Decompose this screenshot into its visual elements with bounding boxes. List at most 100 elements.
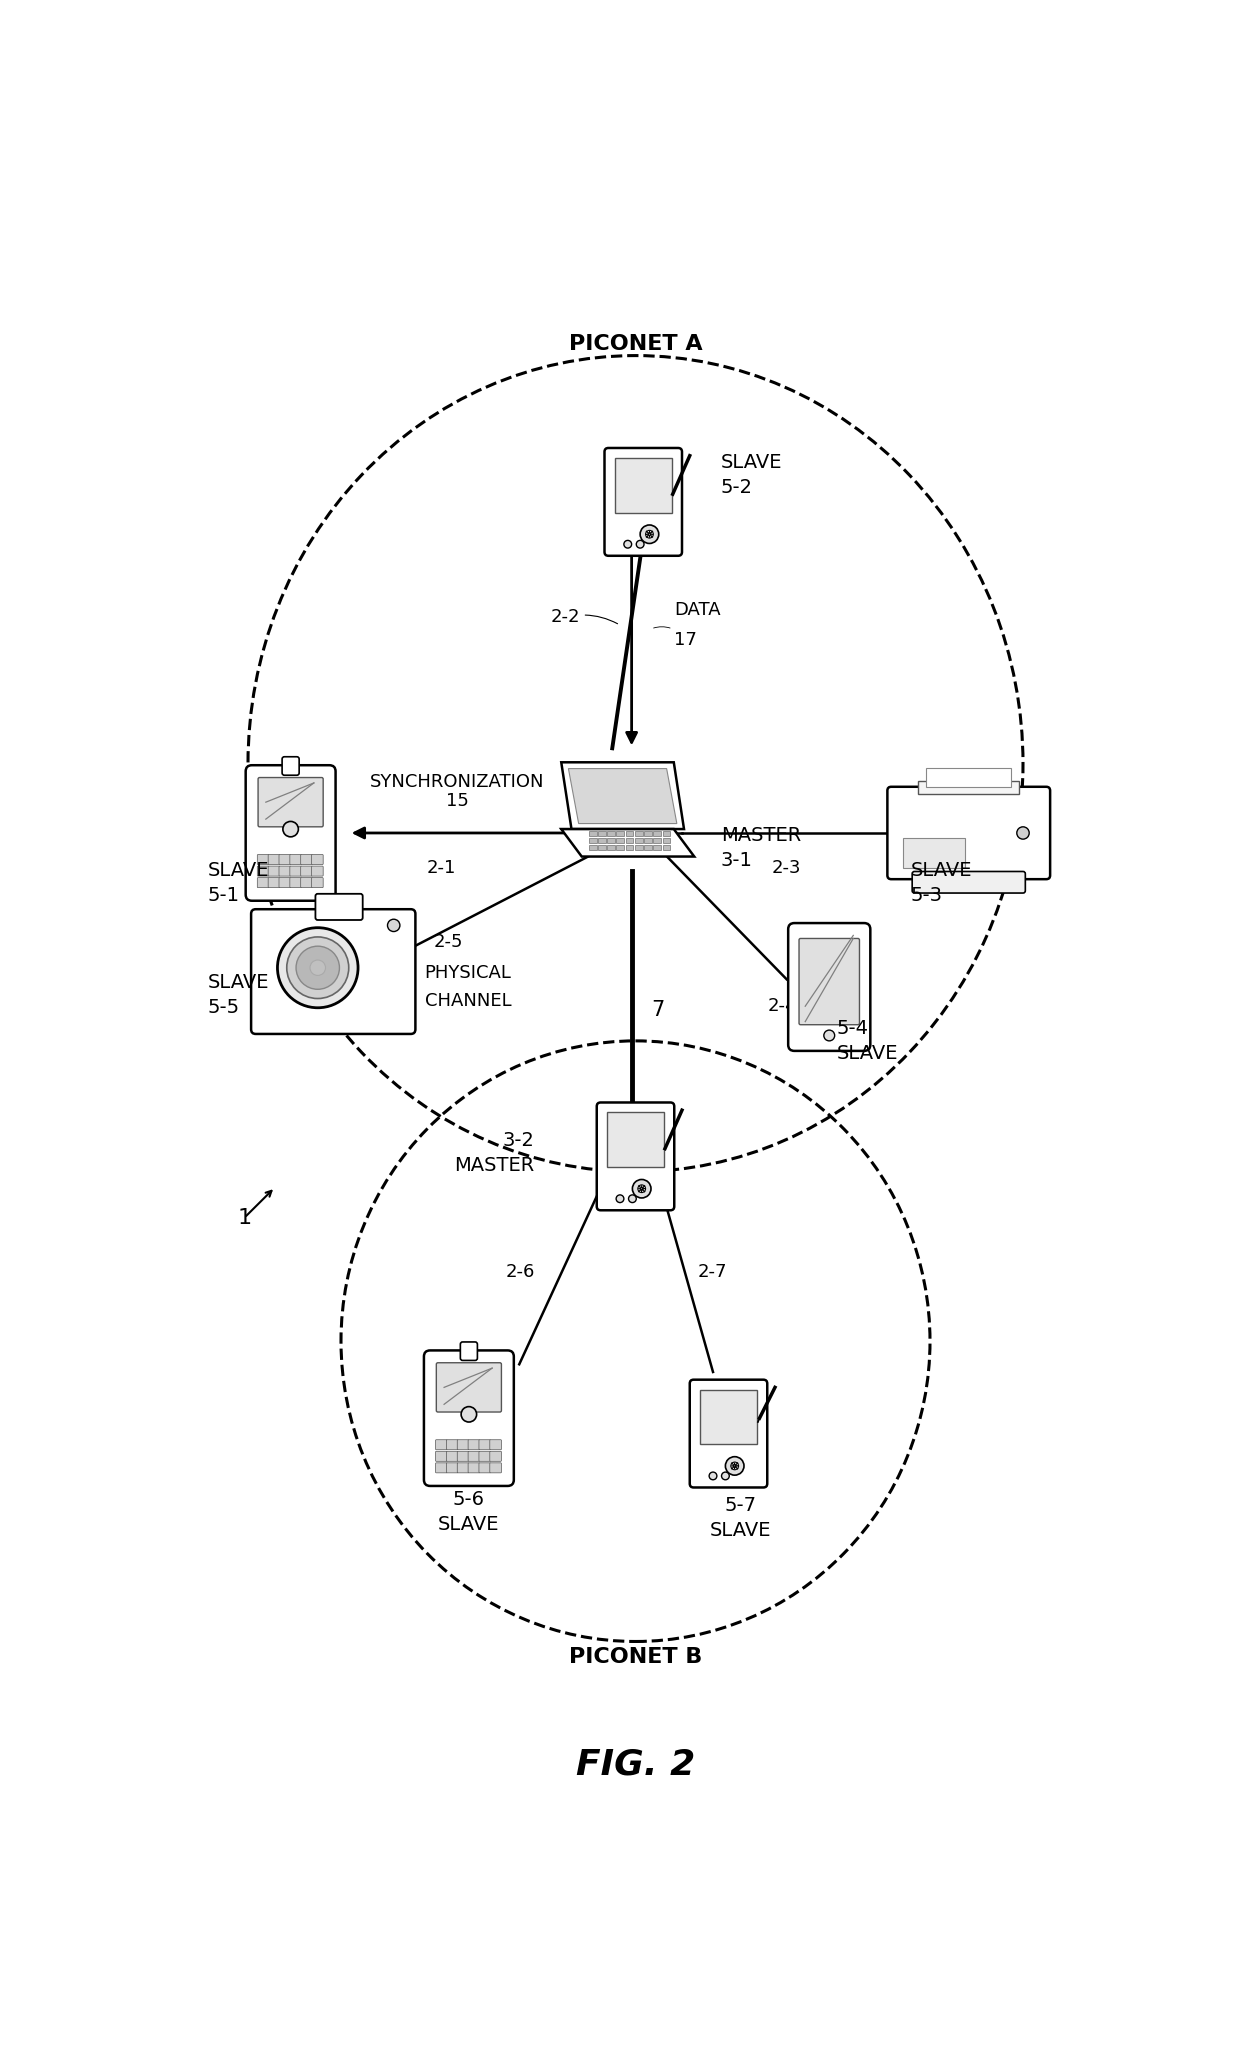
Bar — [608, 837, 615, 843]
Bar — [626, 831, 634, 835]
Bar — [598, 837, 606, 843]
Circle shape — [278, 928, 358, 1008]
FancyBboxPatch shape — [446, 1441, 458, 1451]
FancyBboxPatch shape — [311, 866, 324, 876]
Bar — [653, 837, 661, 843]
Text: 2-5: 2-5 — [434, 934, 464, 952]
Text: 2-6: 2-6 — [506, 1262, 534, 1280]
Text: SYNCHRONIZATION: SYNCHRONIZATION — [370, 774, 544, 790]
Bar — [589, 831, 596, 835]
Circle shape — [636, 540, 644, 548]
Text: 5-4
SLAVE: 5-4 SLAVE — [837, 1020, 899, 1063]
FancyBboxPatch shape — [789, 923, 870, 1051]
FancyBboxPatch shape — [268, 854, 280, 864]
FancyBboxPatch shape — [689, 1379, 768, 1488]
Bar — [615, 458, 672, 513]
Bar — [626, 845, 634, 850]
Bar — [616, 845, 624, 850]
Text: 1: 1 — [237, 1209, 252, 1227]
Circle shape — [296, 946, 340, 989]
FancyBboxPatch shape — [290, 866, 301, 876]
Bar — [662, 837, 670, 843]
FancyBboxPatch shape — [469, 1463, 480, 1473]
Bar — [589, 837, 596, 843]
FancyBboxPatch shape — [596, 1102, 675, 1211]
Circle shape — [629, 1194, 636, 1202]
FancyBboxPatch shape — [460, 1342, 477, 1360]
FancyBboxPatch shape — [311, 878, 324, 889]
Polygon shape — [568, 770, 677, 823]
Text: SLAVE
5-3: SLAVE 5-3 — [910, 862, 972, 905]
FancyBboxPatch shape — [258, 866, 269, 876]
Text: SLAVE
5-2: SLAVE 5-2 — [720, 453, 782, 497]
Circle shape — [640, 525, 658, 544]
FancyBboxPatch shape — [490, 1441, 501, 1451]
FancyBboxPatch shape — [290, 878, 301, 889]
FancyBboxPatch shape — [435, 1451, 448, 1461]
FancyBboxPatch shape — [469, 1441, 480, 1451]
FancyBboxPatch shape — [913, 872, 1025, 893]
Bar — [903, 839, 965, 868]
Text: SLAVE
5-5: SLAVE 5-5 — [207, 973, 269, 1016]
FancyBboxPatch shape — [301, 866, 312, 876]
FancyBboxPatch shape — [290, 854, 301, 864]
Circle shape — [730, 1463, 739, 1469]
Bar — [635, 845, 642, 850]
FancyBboxPatch shape — [888, 786, 1050, 878]
Text: 3-2
MASTER: 3-2 MASTER — [455, 1131, 534, 1174]
FancyBboxPatch shape — [479, 1441, 491, 1451]
Circle shape — [823, 1030, 835, 1040]
Text: CHANNEL: CHANNEL — [424, 991, 511, 1010]
Circle shape — [646, 529, 653, 538]
Text: PICONET A: PICONET A — [569, 334, 702, 355]
FancyBboxPatch shape — [279, 854, 290, 864]
Bar — [653, 831, 661, 835]
FancyBboxPatch shape — [268, 878, 280, 889]
Circle shape — [388, 919, 399, 932]
Circle shape — [722, 1471, 729, 1479]
Bar — [616, 831, 624, 835]
FancyBboxPatch shape — [490, 1451, 501, 1461]
Bar — [926, 767, 1012, 786]
FancyBboxPatch shape — [605, 447, 682, 556]
FancyBboxPatch shape — [279, 878, 290, 889]
FancyBboxPatch shape — [315, 895, 363, 919]
Circle shape — [1017, 827, 1029, 839]
Circle shape — [725, 1457, 744, 1475]
Bar — [699, 1389, 758, 1445]
Circle shape — [709, 1471, 717, 1479]
Polygon shape — [562, 829, 694, 856]
Bar — [616, 837, 624, 843]
FancyBboxPatch shape — [258, 854, 269, 864]
FancyBboxPatch shape — [446, 1451, 458, 1461]
Text: FIG. 2: FIG. 2 — [575, 1748, 696, 1781]
Bar — [644, 837, 652, 843]
Bar — [608, 845, 615, 850]
Bar — [589, 845, 596, 850]
FancyBboxPatch shape — [458, 1441, 469, 1451]
Text: 5-7
SLAVE: 5-7 SLAVE — [709, 1496, 771, 1541]
Circle shape — [637, 1184, 646, 1192]
FancyBboxPatch shape — [446, 1463, 458, 1473]
FancyBboxPatch shape — [268, 866, 280, 876]
Circle shape — [310, 960, 325, 975]
Text: 2-7: 2-7 — [697, 1262, 727, 1280]
Text: 2-4: 2-4 — [768, 997, 797, 1016]
Circle shape — [283, 821, 299, 837]
FancyBboxPatch shape — [283, 757, 299, 776]
Text: 7: 7 — [651, 999, 665, 1020]
Text: 5-6
SLAVE: 5-6 SLAVE — [438, 1490, 500, 1535]
Bar — [644, 845, 652, 850]
Text: PICONET B: PICONET B — [569, 1648, 702, 1666]
FancyBboxPatch shape — [469, 1451, 480, 1461]
FancyBboxPatch shape — [258, 878, 269, 889]
Text: 17: 17 — [675, 632, 697, 650]
FancyBboxPatch shape — [250, 909, 415, 1034]
Text: 2-2: 2-2 — [551, 607, 618, 626]
FancyBboxPatch shape — [424, 1350, 513, 1486]
Bar — [626, 837, 634, 843]
FancyBboxPatch shape — [479, 1451, 491, 1461]
Text: MASTER
3-1: MASTER 3-1 — [720, 827, 801, 870]
Polygon shape — [562, 761, 684, 829]
Text: PHYSICAL: PHYSICAL — [424, 964, 512, 983]
